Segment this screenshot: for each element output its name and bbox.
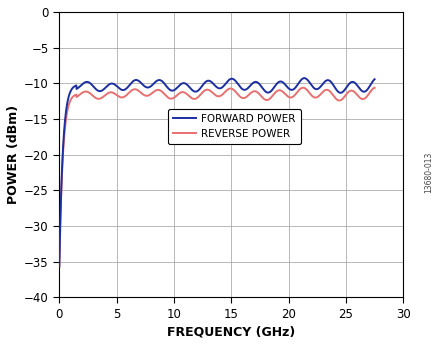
Line: REVERSE POWER: REVERSE POWER bbox=[59, 88, 374, 267]
X-axis label: FREQUENCY (GHz): FREQUENCY (GHz) bbox=[167, 325, 295, 338]
Legend: FORWARD POWER, REVERSE POWER: FORWARD POWER, REVERSE POWER bbox=[167, 109, 300, 144]
FORWARD POWER bbox=[365, 86, 370, 90]
Y-axis label: POWER (dBm): POWER (dBm) bbox=[7, 105, 20, 204]
FORWARD POWER bbox=[371, 77, 376, 81]
FORWARD POWER bbox=[92, 87, 98, 91]
REVERSE POWER bbox=[111, 91, 116, 95]
REVERSE POWER bbox=[177, 91, 182, 95]
REVERSE POWER bbox=[300, 86, 305, 90]
FORWARD POWER bbox=[111, 82, 116, 86]
FORWARD POWER bbox=[177, 82, 182, 87]
REVERSE POWER bbox=[56, 265, 62, 269]
REVERSE POWER bbox=[365, 92, 370, 96]
FORWARD POWER bbox=[301, 76, 306, 80]
Text: 13680-013: 13680-013 bbox=[423, 152, 432, 193]
FORWARD POWER bbox=[191, 89, 196, 93]
REVERSE POWER bbox=[331, 95, 336, 99]
REVERSE POWER bbox=[371, 86, 376, 90]
Line: FORWARD POWER: FORWARD POWER bbox=[59, 78, 374, 267]
REVERSE POWER bbox=[92, 96, 98, 100]
FORWARD POWER bbox=[331, 85, 336, 89]
FORWARD POWER bbox=[56, 265, 62, 269]
REVERSE POWER bbox=[191, 97, 196, 101]
